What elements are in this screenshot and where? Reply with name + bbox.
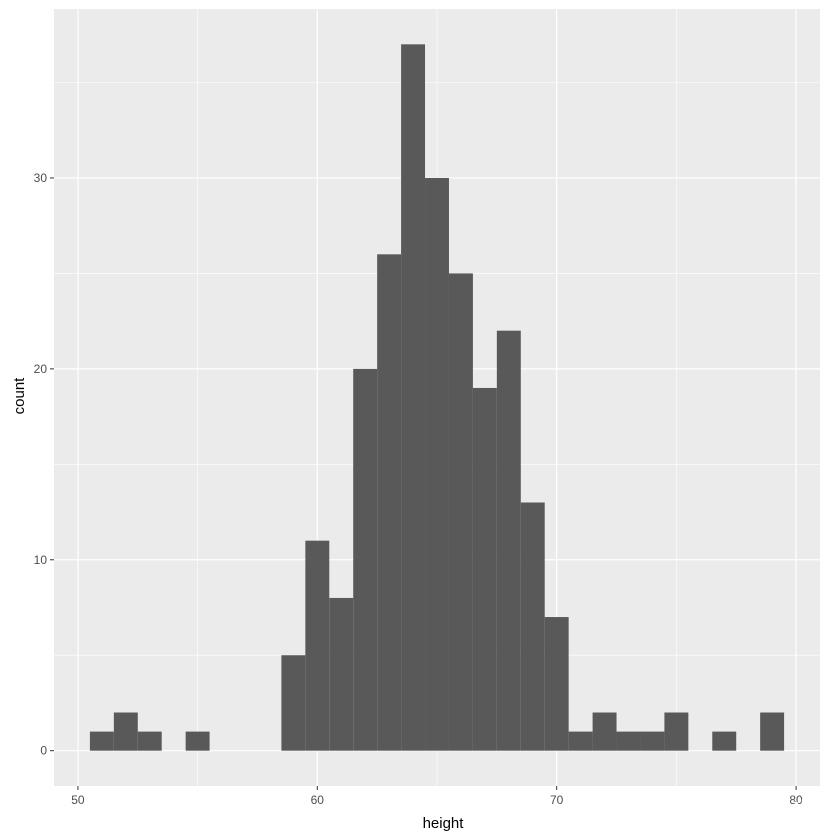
x-tick-label: 80 — [789, 793, 803, 807]
y-tick-label: 20 — [34, 362, 48, 376]
histogram-bar — [640, 731, 665, 751]
histogram-bar — [472, 387, 497, 751]
histogram-bar — [496, 330, 521, 751]
histogram-bar — [137, 731, 162, 751]
x-axis: 50 60 70 80 — [71, 786, 803, 807]
histogram-bar — [401, 44, 426, 751]
histogram-bar — [544, 617, 569, 751]
histogram-bar — [568, 731, 593, 751]
y-tick-label: 30 — [34, 171, 48, 185]
x-tick-label: 50 — [71, 793, 85, 807]
histogram-bar — [592, 712, 617, 751]
histogram-bar — [448, 273, 473, 751]
histogram-bar — [113, 712, 138, 751]
y-tick-label: 10 — [34, 553, 48, 567]
histogram-bar — [616, 731, 641, 751]
x-tick-label: 60 — [311, 793, 325, 807]
watermark-text: @稀土掘金技术社区 — [687, 798, 822, 816]
histogram-bar — [664, 712, 689, 751]
histogram-bar — [760, 712, 785, 751]
histogram-bar — [425, 177, 449, 751]
y-axis: 0 10 20 30 — [34, 171, 54, 758]
x-axis-title: height — [423, 815, 465, 832]
histogram-bar — [281, 655, 306, 751]
histogram-bar — [712, 731, 737, 751]
histogram-bar — [520, 502, 545, 751]
histogram-bar — [185, 731, 210, 751]
y-tick-label: 0 — [40, 744, 47, 758]
histogram-bar — [89, 731, 114, 751]
y-axis-title: count — [11, 377, 28, 415]
histogram-bar — [353, 368, 378, 751]
x-tick-label: 70 — [550, 793, 564, 807]
histogram-bar — [377, 254, 402, 751]
histogram-bar — [329, 597, 354, 751]
histogram-bar — [305, 540, 330, 751]
histogram-bars — [89, 44, 785, 751]
